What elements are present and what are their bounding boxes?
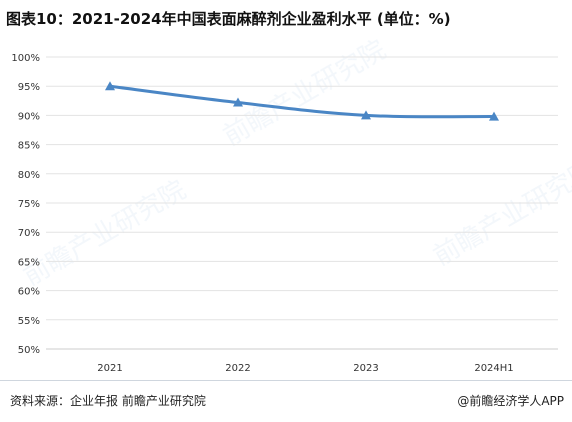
y-tick-label: 50%	[18, 345, 40, 356]
y-tick-label: 95%	[18, 82, 40, 93]
watermark-text: 前瞻产业研究院	[19, 175, 192, 292]
x-tick-label: 2024H1	[474, 363, 513, 374]
line-chart: 前瞻产业研究院 前瞻产业研究院 前瞻产业研究院 50% 55% 60% 65% 70% 7…	[11, 36, 572, 374]
y-tick-label: 75%	[18, 199, 40, 210]
x-tick-label: 2023	[353, 363, 378, 374]
y-tick-label: 55%	[18, 316, 40, 327]
watermark-text: 前瞻产业研究院	[429, 155, 572, 272]
watermark-layer: 前瞻产业研究院 前瞻产业研究院 前瞻产业研究院	[19, 36, 572, 292]
grid-lines	[46, 56, 558, 350]
y-tick-label: 80%	[18, 170, 40, 181]
data-point-marker	[105, 81, 115, 91]
watermark-text: 前瞻产业研究院	[219, 36, 392, 152]
y-tick-label: 85%	[18, 141, 40, 152]
chart-title: 图表10：2021-2024年中国表面麻醉剂企业盈利水平 (单位：%)	[6, 10, 451, 28]
x-tick-label: 2021	[97, 363, 122, 374]
footer-divider	[0, 380, 572, 381]
y-tick-label: 70%	[18, 228, 40, 239]
y-tick-label: 60%	[18, 287, 40, 298]
data-point-marker	[489, 111, 499, 121]
series-line	[105, 81, 499, 121]
y-tick-label: 90%	[18, 111, 40, 122]
source-note: 资料来源：企业年报 前瞻产业研究院	[10, 394, 206, 408]
credit-note: @前瞻经济学人APP	[457, 394, 564, 408]
x-tick-label: 2022	[225, 363, 250, 374]
y-tick-label: 100%	[11, 53, 40, 64]
series-path	[108, 84, 496, 119]
x-axis: 2021 2022 2023 2024H1	[97, 363, 513, 374]
y-axis: 50% 55% 60% 65% 70% 75% 80% 85% 90% 95% 100%	[11, 53, 40, 356]
y-tick-label: 65%	[18, 257, 40, 268]
data-point-marker	[233, 97, 243, 107]
data-point-marker	[361, 110, 371, 120]
